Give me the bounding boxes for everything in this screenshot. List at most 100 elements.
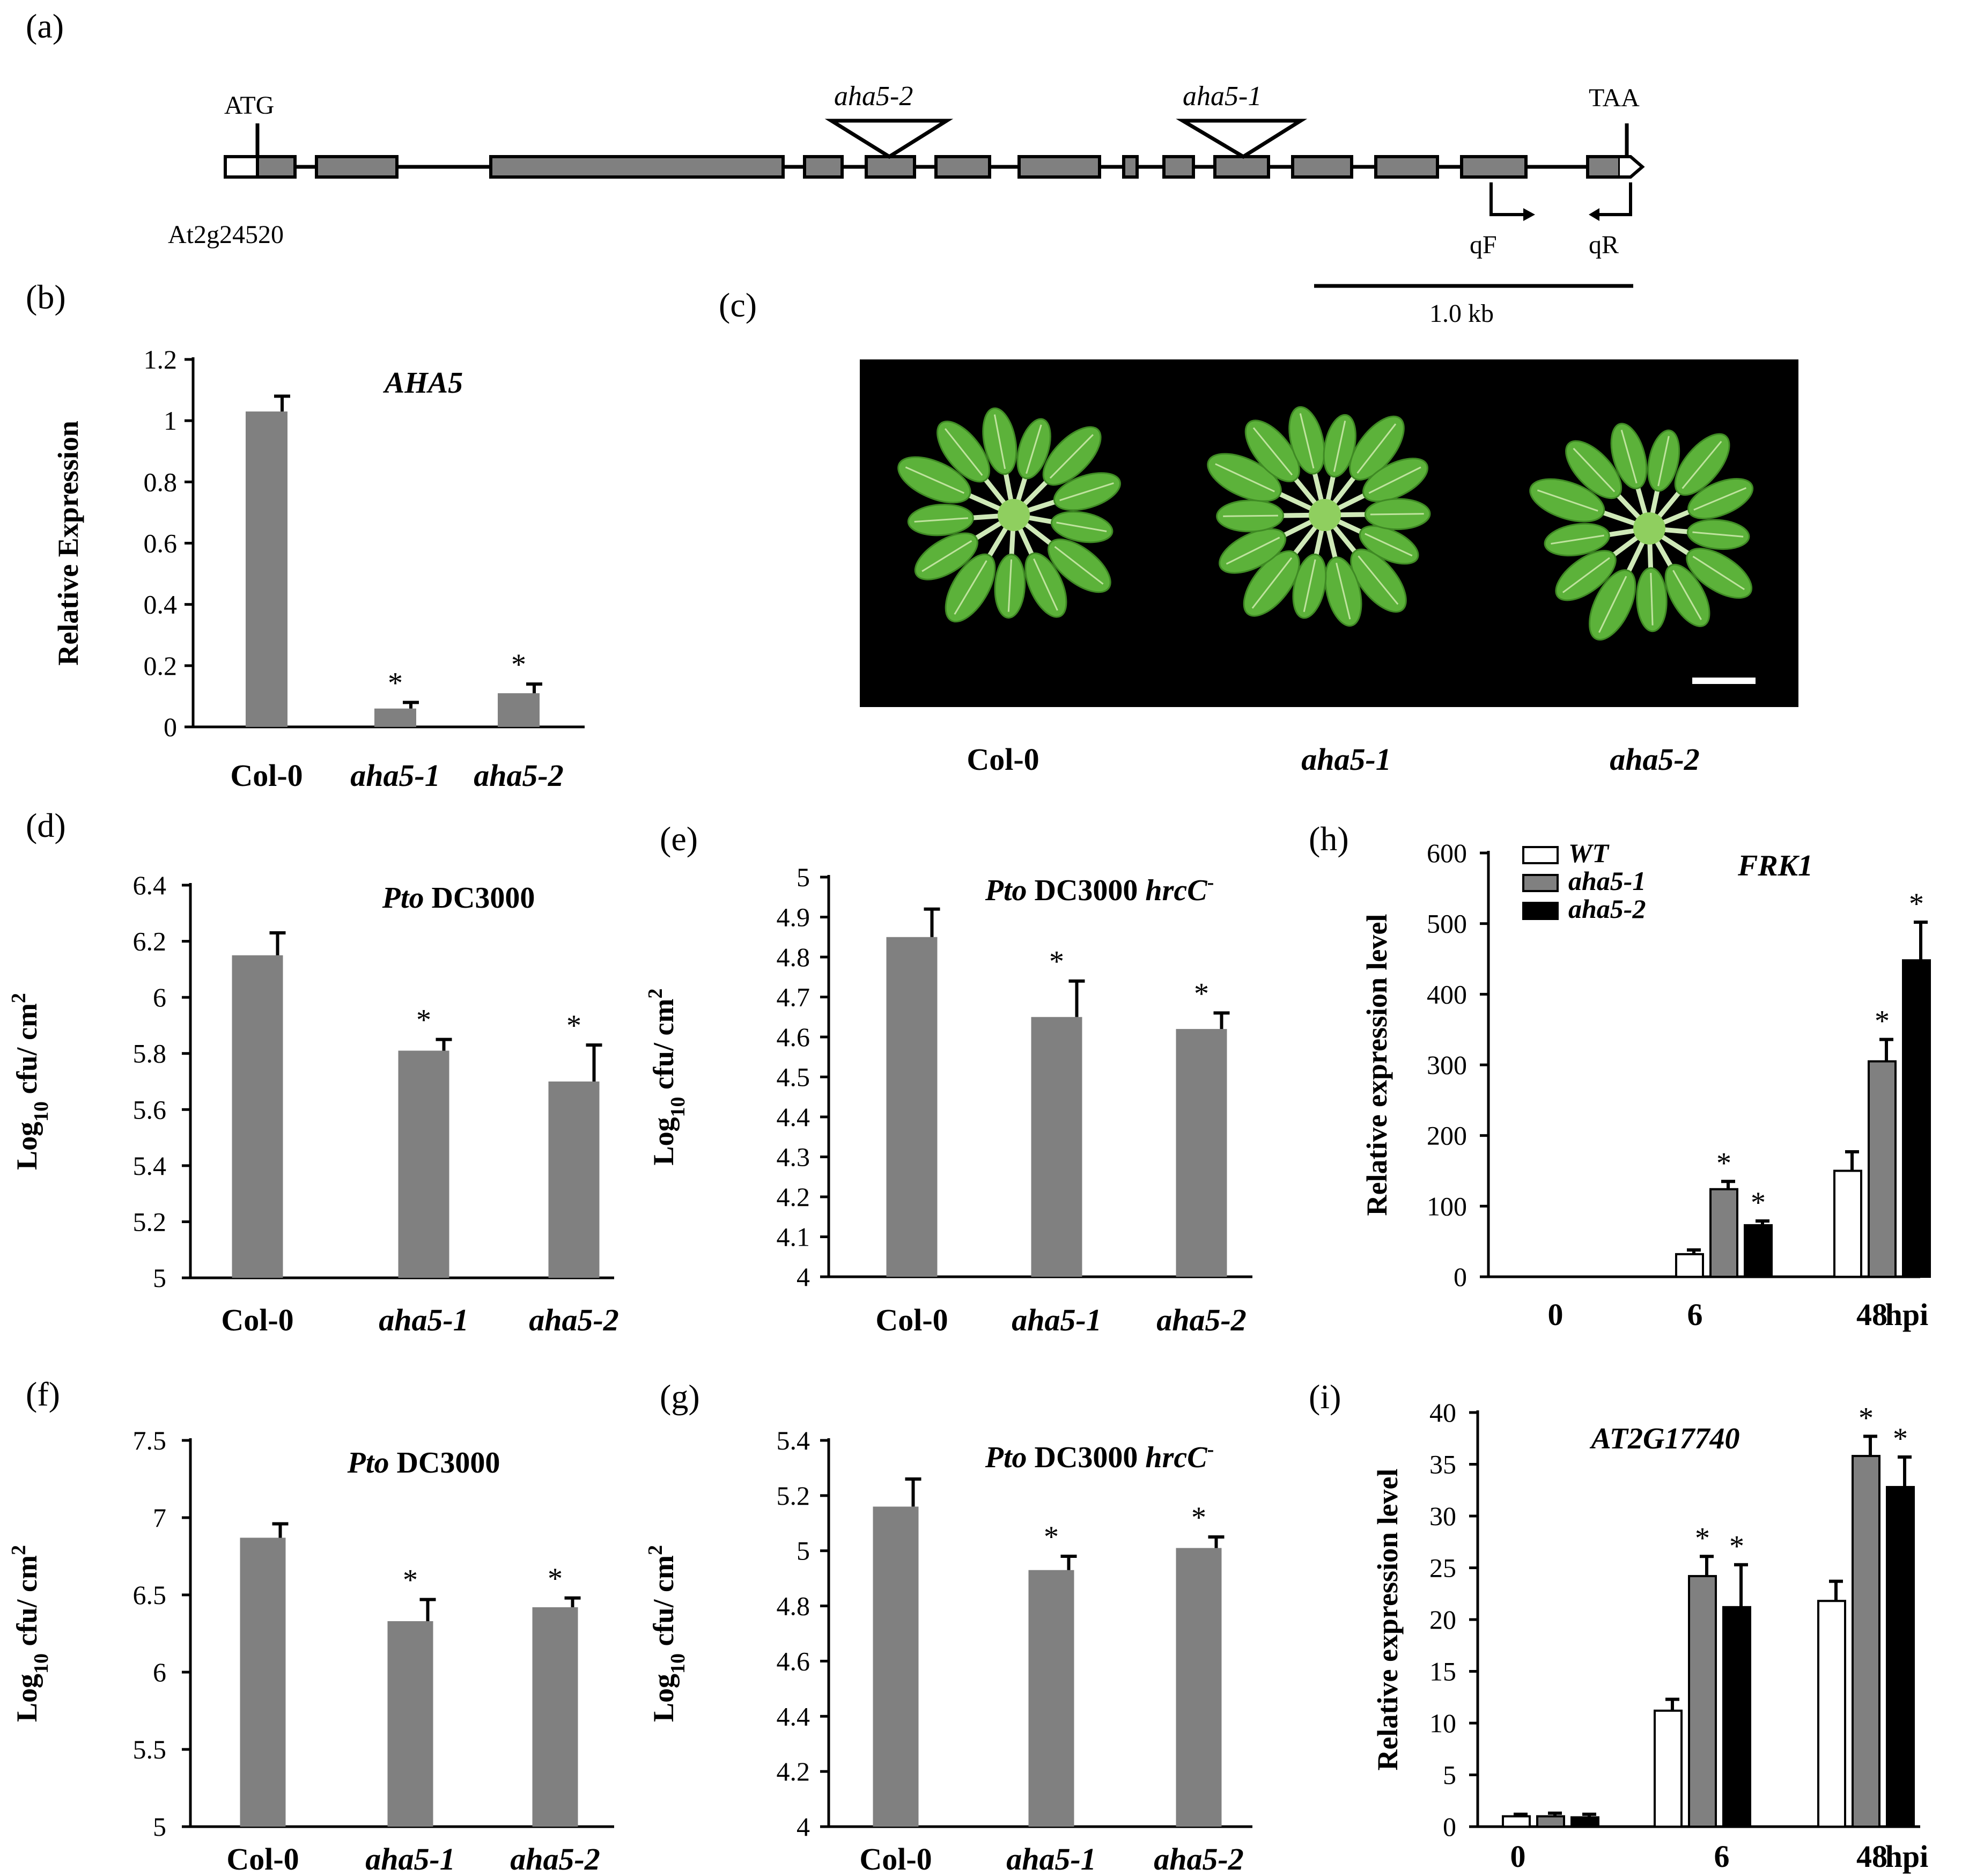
x-category-label: aha5-1 xyxy=(379,1303,469,1337)
y-axis-label: Relative expression level xyxy=(1361,914,1393,1216)
leaf xyxy=(1324,498,1431,531)
x-category-label: 0 xyxy=(1548,1297,1564,1332)
t-dna-insertion-aha5-2 xyxy=(824,119,954,159)
chart-title: Pto DC3000 xyxy=(347,1446,500,1480)
leaf xyxy=(1647,433,1730,530)
leaf-midrib xyxy=(954,560,987,615)
bar-aha5-1 xyxy=(1031,1017,1082,1277)
insertion-label-aha5-2: aha5-2 xyxy=(834,81,913,112)
leaf-midrib xyxy=(993,414,1006,469)
significance-star: * xyxy=(1044,1520,1059,1554)
error-bar xyxy=(1582,1812,1596,1818)
x-category-label: 48 xyxy=(1856,1839,1887,1874)
x-unit-label: hpi xyxy=(1885,1297,1929,1332)
y-tick-label: 6.5 xyxy=(133,1580,167,1610)
bar-aha5-1 xyxy=(387,1621,433,1827)
chart-panel-f: 5 5.5 6 6.5 7 7.5 Pto DC3000 Log10 cfu/ cm2 Col-… xyxy=(8,1425,614,1876)
insertion-label-aha5-1: aha5-1 xyxy=(1183,81,1262,112)
error-bar xyxy=(1060,1555,1077,1570)
panel-label-h: (h) xyxy=(1309,820,1349,858)
y-tick-label: 25 xyxy=(1429,1553,1456,1583)
y-tick-label: 5 xyxy=(153,1263,166,1293)
y-tick-label: 4 xyxy=(797,1262,810,1292)
chart-panel-d: 5 5.2 5.4 5.6 5.8 6 6.2 6.4 Pto DC3000 Log10 cfu/… xyxy=(8,870,619,1337)
significance-star: * xyxy=(1716,1146,1731,1180)
bar-aha5-2-0 xyxy=(1570,1816,1599,1828)
leaf-midrib xyxy=(1033,558,1058,611)
y-tick-label: 1 xyxy=(164,406,177,436)
x-category-label: aha5-2 xyxy=(529,1303,619,1337)
bar-aha5-2 xyxy=(548,1082,600,1278)
legend-swatch-aha5-2 xyxy=(1522,902,1559,920)
scale-bar-label: 1.0 kb xyxy=(1429,299,1494,328)
x-category-label: Col-0 xyxy=(226,1842,299,1876)
bar-Col-0 xyxy=(873,1506,919,1827)
y-axis-label: Relative Expression xyxy=(52,421,84,666)
leaf xyxy=(907,503,1014,536)
panel-label-i: (i) xyxy=(1309,1378,1341,1416)
y-tick-label: 4.7 xyxy=(777,982,810,1012)
chart-title: Pto DC3000 xyxy=(382,881,535,915)
leaf-midrib xyxy=(1333,421,1346,472)
exon-9 xyxy=(1162,155,1195,179)
gene-structure-diagram: ATG TAA aha5-2 aha5-1 At2g24520 qF qR 1.… xyxy=(168,81,1645,328)
leaf-midrib xyxy=(1215,463,1275,492)
y-tick-label: 400 xyxy=(1427,979,1467,1009)
leaf-midrib xyxy=(1693,487,1747,511)
leaf-midrib xyxy=(1598,576,1627,633)
bar-aha5-1 xyxy=(398,1050,449,1278)
leaf xyxy=(1013,472,1121,518)
leaf-midrib xyxy=(1682,440,1722,489)
leaf-midrib xyxy=(905,466,965,494)
leaf-midrib xyxy=(1562,557,1610,593)
utr-5prime xyxy=(224,155,259,179)
leaf-midrib xyxy=(1620,430,1638,484)
significance-star: * xyxy=(416,1004,431,1037)
rosette-center xyxy=(998,499,1030,531)
bar-WT-6 xyxy=(1675,1253,1704,1278)
y-tick-label: 4.3 xyxy=(777,1142,810,1172)
leaf-midrib xyxy=(1336,562,1351,620)
error-bar xyxy=(526,682,542,694)
y-tick-label: 35 xyxy=(1429,1450,1456,1480)
rosette-center xyxy=(1633,512,1665,545)
taa-label: TAA xyxy=(1589,84,1640,112)
utr-3prime-arrow xyxy=(1620,155,1645,179)
chart-panel-e: 4 4.1 4.2 4.3 4.4 4.5 4.6 4.7 4.8 4.9 5 Pto DC3000 … xyxy=(644,862,1252,1337)
significance-star: * xyxy=(388,666,403,700)
panel-label-d: (d) xyxy=(26,806,66,844)
chart-panel-b: 0 0.2 0.4 0.6 0.8 1 1.2 AHA5 Relative Expression… xyxy=(52,344,585,793)
rosette-center xyxy=(1309,499,1341,531)
photo-scale-bar xyxy=(1692,678,1756,684)
x-category-label: Col-0 xyxy=(859,1842,932,1876)
y-tick-label: 5.4 xyxy=(777,1425,810,1455)
primer-reverse-arrow xyxy=(1599,182,1632,216)
leaf-midrib xyxy=(914,517,969,523)
leaf-midrib xyxy=(1551,534,1604,545)
chart-panel-g: 4 4.2 4.4 4.6 4.8 5 5.2 5.4 Pto DC3000 hrcC- Log1… xyxy=(644,1425,1252,1876)
leaf-midrib xyxy=(1692,555,1745,590)
bar-aha5-1 xyxy=(374,708,416,727)
error-bar xyxy=(436,1038,452,1051)
bar-aha5-1 xyxy=(1028,1570,1074,1827)
y-tick-label: 5 xyxy=(797,1536,810,1566)
significance-star: * xyxy=(1695,1521,1710,1555)
bar-Col-0 xyxy=(246,411,287,727)
y-tick-label: 5.5 xyxy=(133,1734,167,1764)
y-tick-label: 0 xyxy=(1454,1262,1467,1292)
x-category-label: aha5-2 xyxy=(510,1842,600,1876)
leaf-midrib xyxy=(1650,572,1654,626)
bar-aha5-1-6 xyxy=(1709,1188,1738,1278)
error-bar xyxy=(419,1598,436,1621)
leaf xyxy=(1610,423,1652,529)
y-tick-label: 4.4 xyxy=(777,1701,810,1731)
bar-aha5-1-6 xyxy=(1688,1575,1717,1828)
error-bar xyxy=(564,1596,581,1608)
significance-star: * xyxy=(1049,945,1064,979)
legend-label-aha5-2: aha5-2 xyxy=(1568,894,1646,924)
bar-aha5-2 xyxy=(532,1607,578,1827)
x-category-label: aha5-2 xyxy=(474,758,564,793)
rosette-photo: Col-0 aha5-1 aha5-2 xyxy=(860,359,1798,777)
x-category-label: aha5-2 xyxy=(1156,1303,1247,1337)
exon-3 xyxy=(489,155,785,179)
